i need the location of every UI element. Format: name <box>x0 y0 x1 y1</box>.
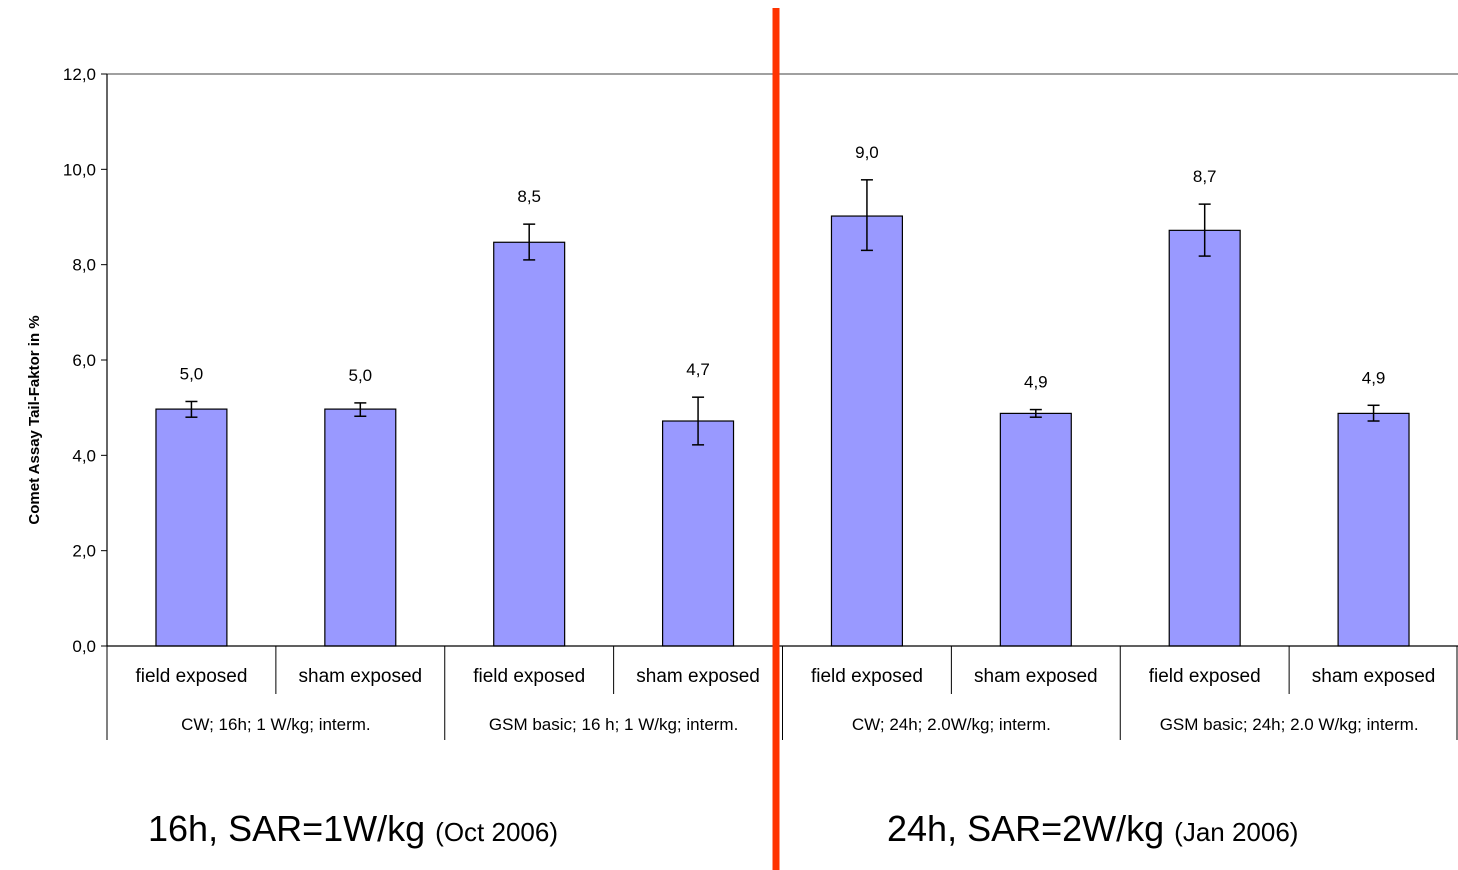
data-label: 8,7 <box>1193 167 1217 186</box>
data-label: 5,0 <box>348 366 372 385</box>
y-tick-label: 2,0 <box>72 542 96 561</box>
y-tick-label: 8,0 <box>72 256 96 275</box>
error-bar <box>1367 404 1380 422</box>
x-tick-label: sham exposed <box>1312 666 1436 687</box>
y-axis-title: Comet Assay Tail-Faktor in % <box>26 315 43 524</box>
error-bar <box>1029 408 1042 418</box>
error-bar <box>185 400 198 418</box>
right-caption-main: 24h, SAR=2W/kg <box>887 808 1165 849</box>
bar <box>155 408 228 647</box>
left-caption-date: (Oct 2006) <box>435 817 558 847</box>
right-caption-date: (Jan 2006) <box>1174 817 1299 847</box>
right-period-caption: 24h, SAR=2W/kg (Jan 2006) <box>887 808 1298 850</box>
bar <box>1168 229 1241 647</box>
x-tick-label: field exposed <box>811 666 923 687</box>
error-bars <box>185 179 1380 446</box>
data-label: 4,7 <box>686 360 710 379</box>
x-tick-label: sham exposed <box>636 666 760 687</box>
x-group-label: CW; 16h; 1 W/kg; interm. <box>181 715 371 734</box>
y-tick-label: 0,0 <box>72 637 96 656</box>
value-labels: 5,0 5,0 8,5 4,7 9,0 4,9 8,7 4,9 <box>180 143 1386 392</box>
bars <box>155 215 1410 647</box>
bar <box>493 241 566 647</box>
bar <box>830 215 904 647</box>
bar <box>661 420 735 647</box>
y-tick-label: 6,0 <box>72 351 96 370</box>
error-bar <box>523 223 536 261</box>
data-label: 4,9 <box>1024 373 1048 392</box>
x-tick-label: field exposed <box>1149 666 1261 687</box>
x-group-label: CW; 24h; 2.0W/kg; interm. <box>852 715 1051 734</box>
error-bar <box>860 179 873 252</box>
x-tick-label: sham exposed <box>299 666 423 687</box>
y-tick-label: 4,0 <box>72 446 96 465</box>
data-label: 4,9 <box>1362 368 1386 387</box>
y-tick-label: 10,0 <box>63 160 96 179</box>
x-tick-label: sham exposed <box>974 666 1098 687</box>
x-tick-label: field exposed <box>473 666 585 687</box>
x-axis: field exposed sham exposed field exposed sh… <box>106 645 1458 740</box>
data-label: 8,5 <box>517 187 541 206</box>
y-tick-label: 12,0 <box>63 65 96 84</box>
left-period-caption: 16h, SAR=1W/kg (Oct 2006) <box>148 808 558 850</box>
bar <box>999 412 1072 647</box>
left-caption-main: 16h, SAR=1W/kg <box>148 808 426 849</box>
error-bar <box>692 396 705 446</box>
x-group-label: GSM basic; 16 h; 1 W/kg; interm. <box>489 715 738 734</box>
bar <box>324 408 397 647</box>
x-tick-label: field exposed <box>135 666 247 687</box>
y-axis: 0,0 2,0 4,0 6,0 8,0 10,0 12,0 <box>63 65 108 656</box>
error-bar <box>1198 203 1211 257</box>
data-label: 5,0 <box>180 364 204 383</box>
data-label: 9,0 <box>855 143 879 162</box>
error-bar <box>354 402 367 417</box>
x-group-label: GSM basic; 24h; 2.0 W/kg; interm. <box>1160 715 1419 734</box>
bar <box>1337 412 1410 647</box>
